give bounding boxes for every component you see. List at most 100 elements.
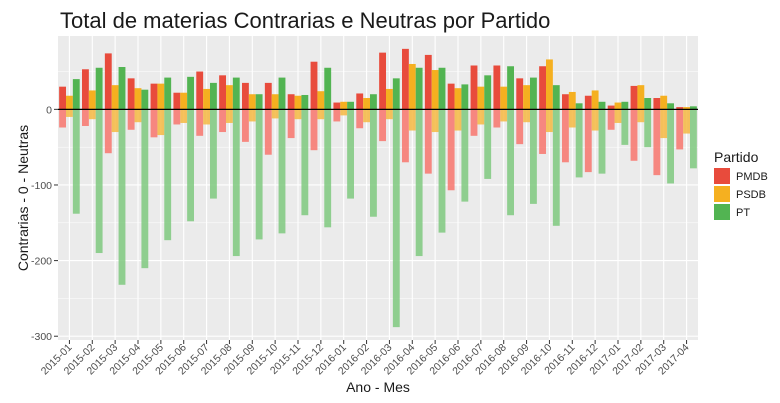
- bar-pt-neutras: [461, 109, 469, 202]
- bar-psdb-neutras: [454, 109, 462, 131]
- y-tick-label: -300: [31, 331, 52, 343]
- bar-pmdb-neutras: [287, 109, 295, 139]
- bar-psdb-contrarias: [248, 94, 256, 110]
- bar-psdb-neutras: [363, 109, 370, 123]
- bar-pt-contrarias: [598, 101, 606, 110]
- bar-pt-contrarias: [324, 67, 332, 110]
- bar-pt-contrarias: [575, 103, 583, 110]
- bar-pt-contrarias: [210, 82, 217, 110]
- bar-pmdb-neutras: [196, 109, 204, 136]
- bar-pmdb-neutras: [402, 109, 409, 163]
- bar-psdb-contrarias: [157, 83, 165, 110]
- bar-psdb-contrarias: [591, 90, 599, 110]
- bar-pt-neutras: [644, 109, 652, 148]
- bar-psdb-contrarias: [88, 90, 96, 110]
- bar-pmdb-neutras: [470, 109, 478, 136]
- bar-psdb-neutras: [591, 109, 599, 131]
- bar-psdb-contrarias: [134, 88, 142, 110]
- bar-pt-contrarias: [530, 77, 537, 110]
- bar-psdb-contrarias: [660, 95, 668, 110]
- bar-pmdb-contrarias: [424, 54, 432, 110]
- bar-pmdb-neutras: [607, 109, 615, 130]
- plot-panel: [58, 36, 698, 340]
- bar-pt-neutras: [278, 109, 286, 234]
- bar-pt-neutras: [415, 109, 423, 257]
- bar-psdb-contrarias: [477, 86, 485, 110]
- bar-pmdb-neutras: [104, 109, 112, 154]
- bar-pmdb-neutras: [630, 109, 638, 161]
- bar-psdb-contrarias: [180, 92, 188, 110]
- bar-pmdb-contrarias: [219, 75, 226, 110]
- y-tick-label: 0: [46, 104, 52, 116]
- bar-psdb-neutras: [568, 109, 576, 128]
- bar-pmdb-contrarias: [607, 105, 615, 110]
- bar-psdb-contrarias: [500, 86, 508, 110]
- bar-pt-neutras: [598, 109, 606, 174]
- bar-pmdb-neutras: [516, 109, 524, 145]
- bar-pmdb-neutras: [493, 109, 501, 128]
- bar-pt-neutras: [370, 109, 377, 217]
- bar-psdb-neutras: [111, 109, 119, 133]
- bar-pt-contrarias: [461, 84, 469, 110]
- bar-pt-contrarias: [644, 98, 652, 110]
- legend-label-pt: PT: [736, 207, 750, 219]
- bar-psdb-contrarias: [386, 88, 393, 110]
- bar-pt-neutras: [438, 109, 446, 233]
- bar-pmdb-contrarias: [539, 66, 546, 110]
- bar-pt-neutras: [72, 109, 80, 214]
- bar-pt-contrarias: [507, 66, 514, 110]
- bar-pmdb-neutras: [333, 109, 341, 122]
- bar-psdb-contrarias: [637, 85, 645, 110]
- bar-pmdb-contrarias: [447, 83, 455, 110]
- y-tick-label: -200: [31, 256, 52, 268]
- bar-pmdb-neutras: [310, 109, 318, 151]
- bar-psdb-neutras: [294, 109, 302, 120]
- bar-pt-neutras: [690, 109, 697, 169]
- bar-pt-contrarias: [278, 77, 286, 110]
- bar-psdb-neutras: [317, 109, 325, 120]
- bar-pt-neutras: [575, 109, 583, 178]
- bar-psdb-neutras: [88, 109, 96, 120]
- bar-pmdb-contrarias: [82, 69, 89, 110]
- bar-psdb-neutras: [157, 109, 165, 136]
- bar-pmdb-contrarias: [676, 107, 684, 110]
- bar-pt-neutras: [210, 109, 217, 199]
- bar-psdb-contrarias: [546, 59, 553, 110]
- legend-swatch-pmdb: [714, 168, 730, 184]
- bar-pmdb-contrarias: [584, 95, 592, 110]
- bar-psdb-contrarias: [431, 70, 439, 110]
- bar-psdb-contrarias: [294, 95, 302, 110]
- legend-swatch-psdb: [714, 186, 730, 202]
- bar-psdb-contrarias: [454, 88, 462, 110]
- bar-psdb-neutras: [683, 109, 690, 134]
- bar-pt-neutras: [164, 109, 172, 241]
- bar-pmdb-contrarias: [402, 48, 409, 110]
- bar-pt-contrarias: [72, 79, 80, 110]
- bar-pt-neutras: [187, 109, 194, 222]
- chart-title: Total de materias Contrarias e Neutras p…: [60, 8, 551, 33]
- bar-psdb-contrarias: [568, 91, 576, 110]
- bar-pt-neutras: [118, 109, 126, 285]
- bar-pt-neutras: [507, 109, 514, 216]
- bar-psdb-neutras: [523, 109, 530, 123]
- bar-pt-contrarias: [301, 94, 309, 110]
- bar-psdb-neutras: [614, 109, 622, 123]
- bar-psdb-neutras: [386, 109, 393, 120]
- bar-pt-neutras: [347, 109, 354, 199]
- bar-pmdb-contrarias: [242, 82, 249, 110]
- legend-title: Partido: [714, 149, 759, 165]
- bar-pmdb-contrarias: [356, 93, 364, 110]
- bar-psdb-neutras: [66, 109, 73, 117]
- bar-psdb-neutras: [203, 109, 210, 125]
- plot-background: [58, 36, 698, 340]
- bar-psdb-neutras: [134, 109, 142, 123]
- bar-pmdb-contrarias: [104, 53, 112, 110]
- bar-pt-neutras: [255, 109, 263, 240]
- bar-psdb-contrarias: [363, 98, 370, 110]
- bar-pt-contrarias: [484, 75, 492, 110]
- bar-pmdb-contrarias: [630, 85, 638, 110]
- bar-pt-neutras: [621, 109, 629, 145]
- bar-pmdb-contrarias: [264, 82, 272, 110]
- bar-pmdb-contrarias: [516, 78, 524, 110]
